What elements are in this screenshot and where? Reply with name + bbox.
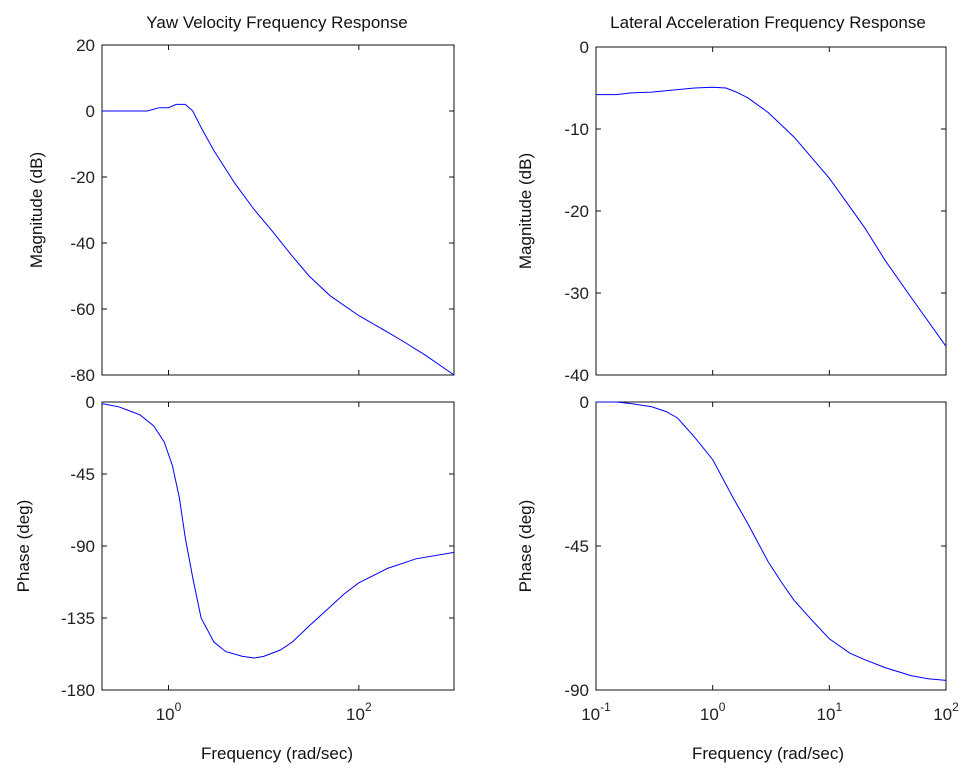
yaw-phase-y-ticks: 0 -45 -90 -135 -180	[61, 393, 454, 700]
lateral-magnitude-y-tick-label: -10	[564, 120, 589, 139]
lateral-x-tick-label: 101	[817, 700, 843, 724]
lateral-phase-series-line	[596, 401, 947, 681]
lateral-magnitude-y-tick-label: -30	[564, 284, 589, 303]
lateral-phase-panel: 0 -45 -90 Phase (deg) 10-1 100 101 102 Freque…	[516, 47, 959, 763]
lateral-magnitude-panel: 0 -10 -20 -30 -40 Magnitude (dB)	[516, 38, 947, 385]
yaw-magnitude-y-tick-label: 0	[86, 102, 95, 121]
lateral-xlabel: Frequency (rad/sec)	[692, 744, 844, 763]
yaw-phase-y-tick-label: 0	[86, 393, 95, 412]
yaw-magnitude-y-tick-label: -40	[70, 234, 95, 253]
yaw-magnitude-frame	[101, 44, 455, 376]
yaw-phase-panel: 0 -45 -90 -135 -180 Phase (deg) 100 102 Frequ…	[14, 45, 455, 763]
lateral-x-tick-label: 100	[700, 700, 726, 724]
yaw-phase-series-line	[101, 403, 455, 659]
lateral-x-ticks: 10-1 100 101 102	[581, 47, 959, 724]
lateral-magnitude-series-line	[596, 86, 947, 347]
yaw-x-tick-label: 102	[346, 700, 372, 724]
yaw-magnitude-y-tick-label: -80	[70, 366, 95, 385]
lateral-magnitude-y-ticks: 0 -10 -20 -30 -40	[564, 38, 946, 385]
lateral-phase-y-tick-label: -45	[564, 537, 589, 556]
yaw-magnitude-y-tick-label: 20	[76, 36, 95, 55]
yaw-magnitude-series-line	[102, 103, 455, 376]
lateral-x-tick-label: 10-1	[581, 700, 611, 724]
yaw-chart: Yaw Velocity Frequency Response 20 0 -20 -4…	[14, 13, 455, 763]
lateral-phase-y-tick-label: -90	[564, 681, 589, 700]
yaw-magnitude-ylabel: Magnitude (dB)	[27, 152, 46, 268]
yaw-phase-y-tick-label: -90	[70, 537, 95, 556]
yaw-phase-y-tick-label: -180	[61, 681, 95, 700]
yaw-magnitude-y-ticks: 20 0 -20 -40 -60 -80	[70, 36, 454, 385]
lateral-magnitude-frame	[595, 46, 947, 376]
yaw-phase-y-tick-label: -135	[61, 609, 95, 628]
lateral-magnitude-y-tick-label: -20	[564, 202, 589, 221]
yaw-phase-ylabel: Phase (deg)	[14, 500, 33, 593]
yaw-magnitude-y-tick-label: -60	[70, 300, 95, 319]
yaw-phase-y-tick-label: -45	[70, 465, 95, 484]
yaw-x-ticks: 100 102	[156, 45, 372, 724]
lateral-magnitude-y-tick-label: 0	[580, 38, 589, 57]
lateral-magnitude-y-tick-label: -40	[564, 366, 589, 385]
lateral-chart: Lateral Acceleration Frequency Response …	[516, 13, 959, 763]
lateral-phase-ylabel: Phase (deg)	[516, 500, 535, 593]
lateral-magnitude-ylabel: Magnitude (dB)	[516, 153, 535, 269]
yaw-magnitude-y-tick-label: -20	[70, 168, 95, 187]
lateral-phase-y-ticks: 0 -45 -90	[564, 393, 946, 700]
yaw-xlabel: Frequency (rad/sec)	[201, 744, 353, 763]
lateral-title: Lateral Acceleration Frequency Response	[610, 13, 926, 32]
yaw-phase-frame	[101, 401, 455, 691]
lateral-x-tick-label: 102	[933, 700, 959, 724]
yaw-magnitude-panel: 20 0 -20 -40 -60 -80 Magnitude (dB)	[27, 36, 455, 385]
yaw-x-tick-label: 100	[156, 700, 182, 724]
lateral-phase-frame	[595, 401, 947, 691]
lateral-phase-y-tick-label: 0	[580, 393, 589, 412]
yaw-title: Yaw Velocity Frequency Response	[146, 13, 407, 32]
